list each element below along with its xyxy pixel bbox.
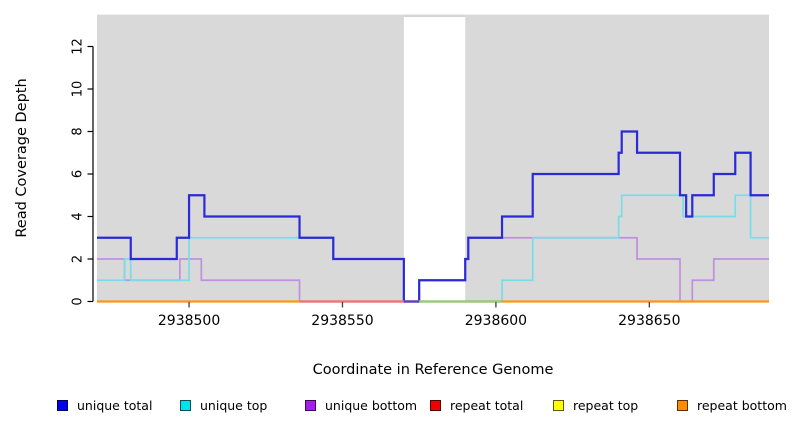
legend-swatch-unique-top (180, 399, 191, 411)
y-tick-label: 2 (71, 255, 86, 263)
legend-swatch-repeat-bottom (677, 399, 688, 411)
legend-label: unique total (77, 397, 153, 413)
unique-total-line (97, 130, 769, 303)
y-tick-label: 8 (71, 127, 86, 135)
y-tick-label: 0 (71, 297, 86, 305)
y-tick-label: 10 (71, 81, 86, 98)
legend-swatch-repeat-top (553, 399, 564, 411)
x-tick-label: 2938500 (158, 313, 220, 329)
x-tick-label: 2938650 (618, 313, 680, 329)
legend-item-repeat-total: repeat total (430, 398, 523, 412)
legend-swatch-unique-total (57, 399, 68, 411)
y-tick-label: 6 (71, 170, 86, 178)
y-axis-title: Read Coverage Depth (14, 78, 30, 237)
legend-item-unique-total: unique total (57, 398, 152, 412)
legend-item-repeat-top: repeat top (553, 398, 638, 412)
legend-label: repeat bottom (697, 397, 787, 413)
y-tick-label: 12 (71, 38, 86, 55)
gap-top-strip (403, 14, 466, 18)
legend-label: unique bottom (325, 397, 418, 413)
legend-item-unique-bottom: unique bottom (305, 398, 417, 412)
x-tick-label: 2938600 (465, 313, 527, 329)
plot-generated-layers: 0 2 4 6 8 10 12 2938500 2938550 2938600 2938650 (71, 14, 769, 329)
unique-top-line (97, 194, 769, 303)
coverage-plot: 0 2 4 6 8 10 12 2938500 2938550 2938600 2938650 Co… (14, 14, 769, 378)
legend-swatch-repeat-total (430, 399, 441, 411)
x-axis-title: Coordinate in Reference Genome (313, 362, 554, 378)
shaded-region (97, 14, 404, 302)
legend-label: repeat total (450, 397, 524, 413)
legend-swatch-unique-bottom (305, 399, 316, 411)
legend-label: repeat top (573, 397, 639, 413)
legend-item-unique-top: unique top (180, 398, 267, 412)
x-tick-label: 2938550 (311, 313, 373, 329)
y-tick-label: 4 (71, 212, 86, 220)
legend-label: unique top (200, 397, 268, 413)
shaded-region (465, 14, 769, 302)
legend-item-repeat-bottom: repeat bottom (677, 398, 787, 412)
